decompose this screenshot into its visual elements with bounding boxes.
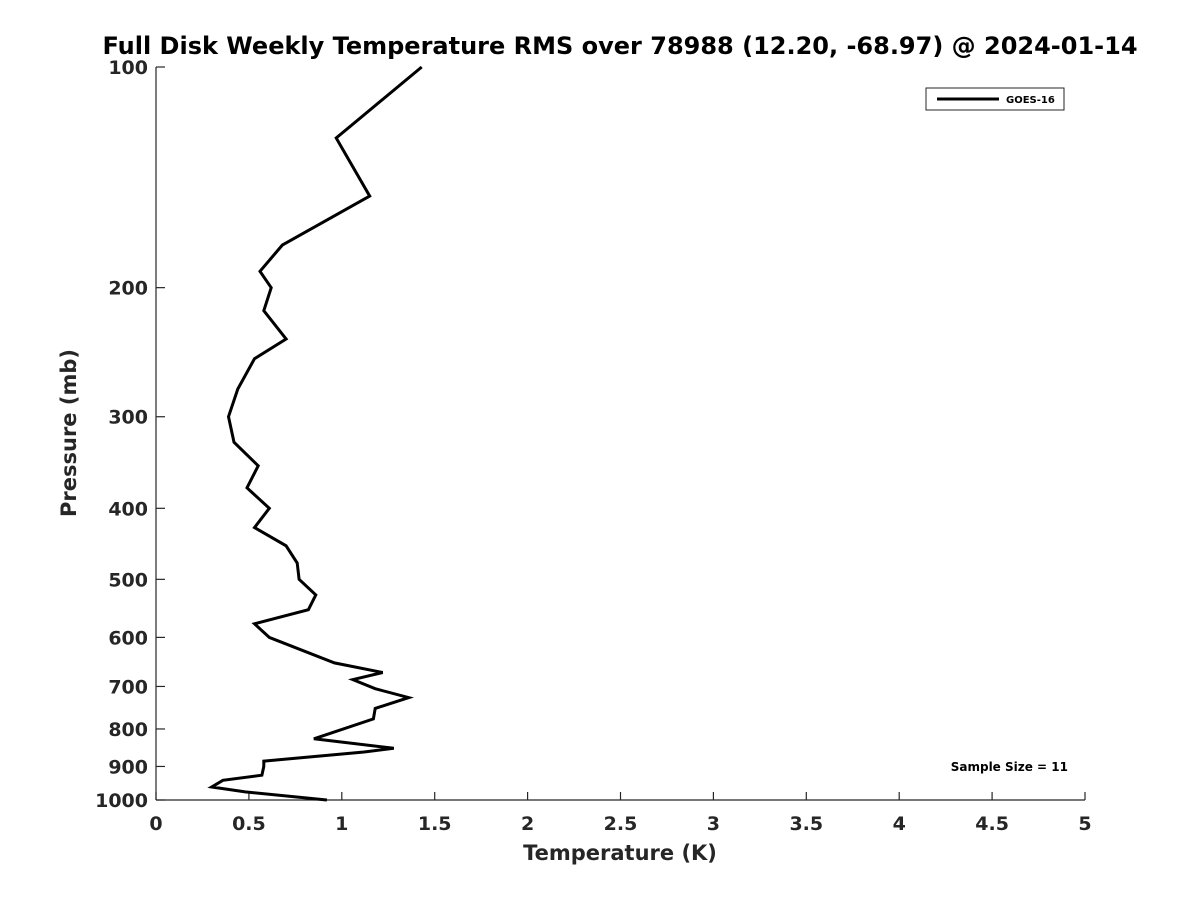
- x-tick-label: 2.5: [604, 813, 638, 835]
- y-tick-label: 900: [108, 756, 148, 778]
- legend: GOES-16: [925, 87, 1065, 111]
- x-tick-label: 0: [149, 813, 162, 835]
- x-axis-label: Temperature (K): [523, 841, 717, 865]
- series-layer: [207, 65, 423, 802]
- y-tick-label: 700: [108, 676, 148, 698]
- y-tick-label: 600: [108, 627, 148, 649]
- x-tick-label: 3: [707, 813, 720, 835]
- x-tick-label: 0.5: [232, 813, 266, 835]
- y-tick-label: 500: [108, 569, 148, 591]
- series-line-goes-16: [207, 65, 423, 802]
- y-tick-label: 800: [108, 719, 148, 741]
- x-tick-label: 1: [335, 813, 348, 835]
- y-tick-label: 1000: [95, 790, 148, 812]
- x-tick-label: 4: [893, 813, 906, 835]
- chart-title: Full Disk Weekly Temperature RMS over 78…: [102, 32, 1137, 60]
- y-tick-label: 200: [108, 278, 148, 300]
- x-tick-label: 5: [1078, 813, 1091, 835]
- y-tick-label: 400: [108, 498, 148, 520]
- x-ticks: 0 0.5 1 1.5 2 2.5 3 3.5 4 4.5 5: [149, 792, 1092, 835]
- x-tick-label: 2: [521, 813, 534, 835]
- sample-size-annotation: Sample Size = 11: [951, 760, 1068, 774]
- legend-label-goes-16: GOES-16: [1006, 95, 1055, 106]
- x-tick-label: 4.5: [975, 813, 1009, 835]
- y-axis-label: Pressure (mb): [57, 349, 81, 517]
- x-tick-label: 1.5: [418, 813, 452, 835]
- y-tick-label: 100: [108, 57, 148, 79]
- x-tick-label: 3.5: [789, 813, 823, 835]
- y-tick-label: 300: [108, 407, 148, 429]
- y-ticks: 100 200 300 400 500 600 700 800 900 1000: [95, 57, 165, 812]
